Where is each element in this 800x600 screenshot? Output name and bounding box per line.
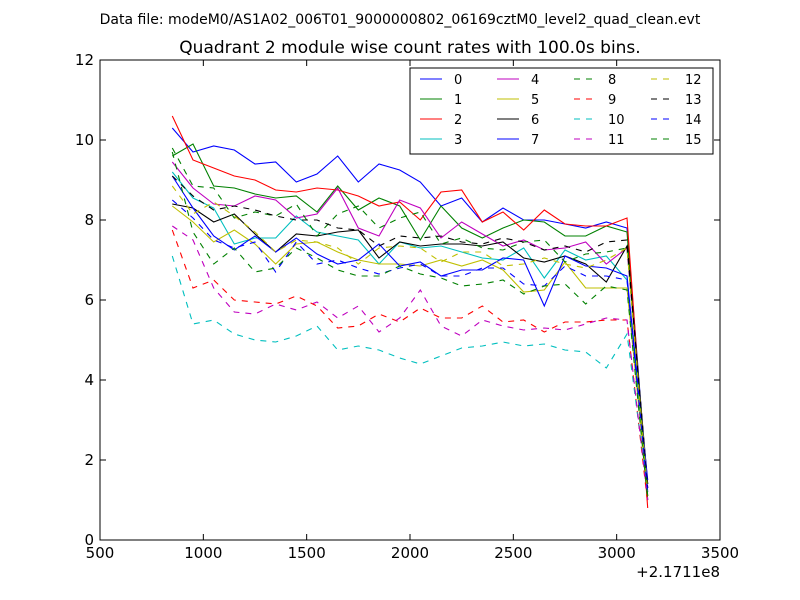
legend-label-15: 15 (685, 133, 702, 148)
series-line-11 (171, 225, 649, 501)
legend-label-3: 3 (454, 133, 462, 148)
series-line-3 (171, 171, 649, 485)
legend-label-4: 4 (531, 73, 539, 88)
legend-label-9: 9 (608, 93, 616, 108)
x-tick-label: 3000 (598, 544, 636, 562)
y-tick-label: 0 (84, 531, 94, 549)
legend-label-10: 10 (608, 113, 625, 128)
x-tick-label: 500 (86, 544, 115, 562)
chart-suptitle: Data file: modeM0/AS1A02_006T01_90000008… (100, 12, 701, 28)
legend-label-5: 5 (531, 93, 539, 108)
series-line-2 (171, 115, 649, 509)
series-line-9 (171, 229, 649, 505)
legend-label-11: 11 (608, 133, 625, 148)
x-tick-label: 3500 (701, 544, 739, 562)
series-line-13 (171, 175, 649, 489)
series-line-0 (171, 127, 649, 493)
y-tick-label: 2 (84, 451, 94, 469)
legend-label-1: 1 (454, 93, 462, 108)
series-line-5 (171, 205, 649, 497)
legend-label-2: 2 (454, 113, 462, 128)
series-line-6 (172, 203, 649, 485)
series-line-15 (171, 151, 649, 501)
series-line-14 (171, 199, 649, 493)
x-axis: 500 1000 1500 2000 2500 3000 3500 (86, 60, 739, 562)
y-tick-label: 8 (84, 211, 94, 229)
series-line-1 (172, 143, 649, 501)
y-tick-label: 12 (75, 51, 94, 69)
x-tick-label: 1000 (184, 544, 222, 562)
x-axis-offset-label: +2.1711e8 (636, 563, 720, 581)
legend-label-6: 6 (531, 113, 539, 128)
x-tick-label: 1500 (288, 544, 326, 562)
plot-lines (171, 115, 649, 509)
series-line-7 (171, 175, 649, 481)
y-tick-label: 6 (84, 291, 94, 309)
legend-label-8: 8 (608, 73, 616, 88)
legend-label-7: 7 (531, 133, 539, 148)
y-tick-label: 10 (75, 131, 94, 149)
legend-label-14: 14 (685, 113, 702, 128)
series-line-10 (171, 255, 649, 493)
y-tick-label: 4 (84, 371, 94, 389)
chart-title: Quadrant 2 module wise count rates with … (179, 38, 640, 58)
x-tick-label: 2000 (391, 544, 429, 562)
x-tick-label: 2500 (494, 544, 532, 562)
legend-label-13: 13 (685, 93, 702, 108)
legend-label-0: 0 (454, 73, 462, 88)
legend-box (409, 67, 714, 155)
legend-label-12: 12 (685, 73, 702, 88)
series-line-12 (171, 185, 649, 493)
